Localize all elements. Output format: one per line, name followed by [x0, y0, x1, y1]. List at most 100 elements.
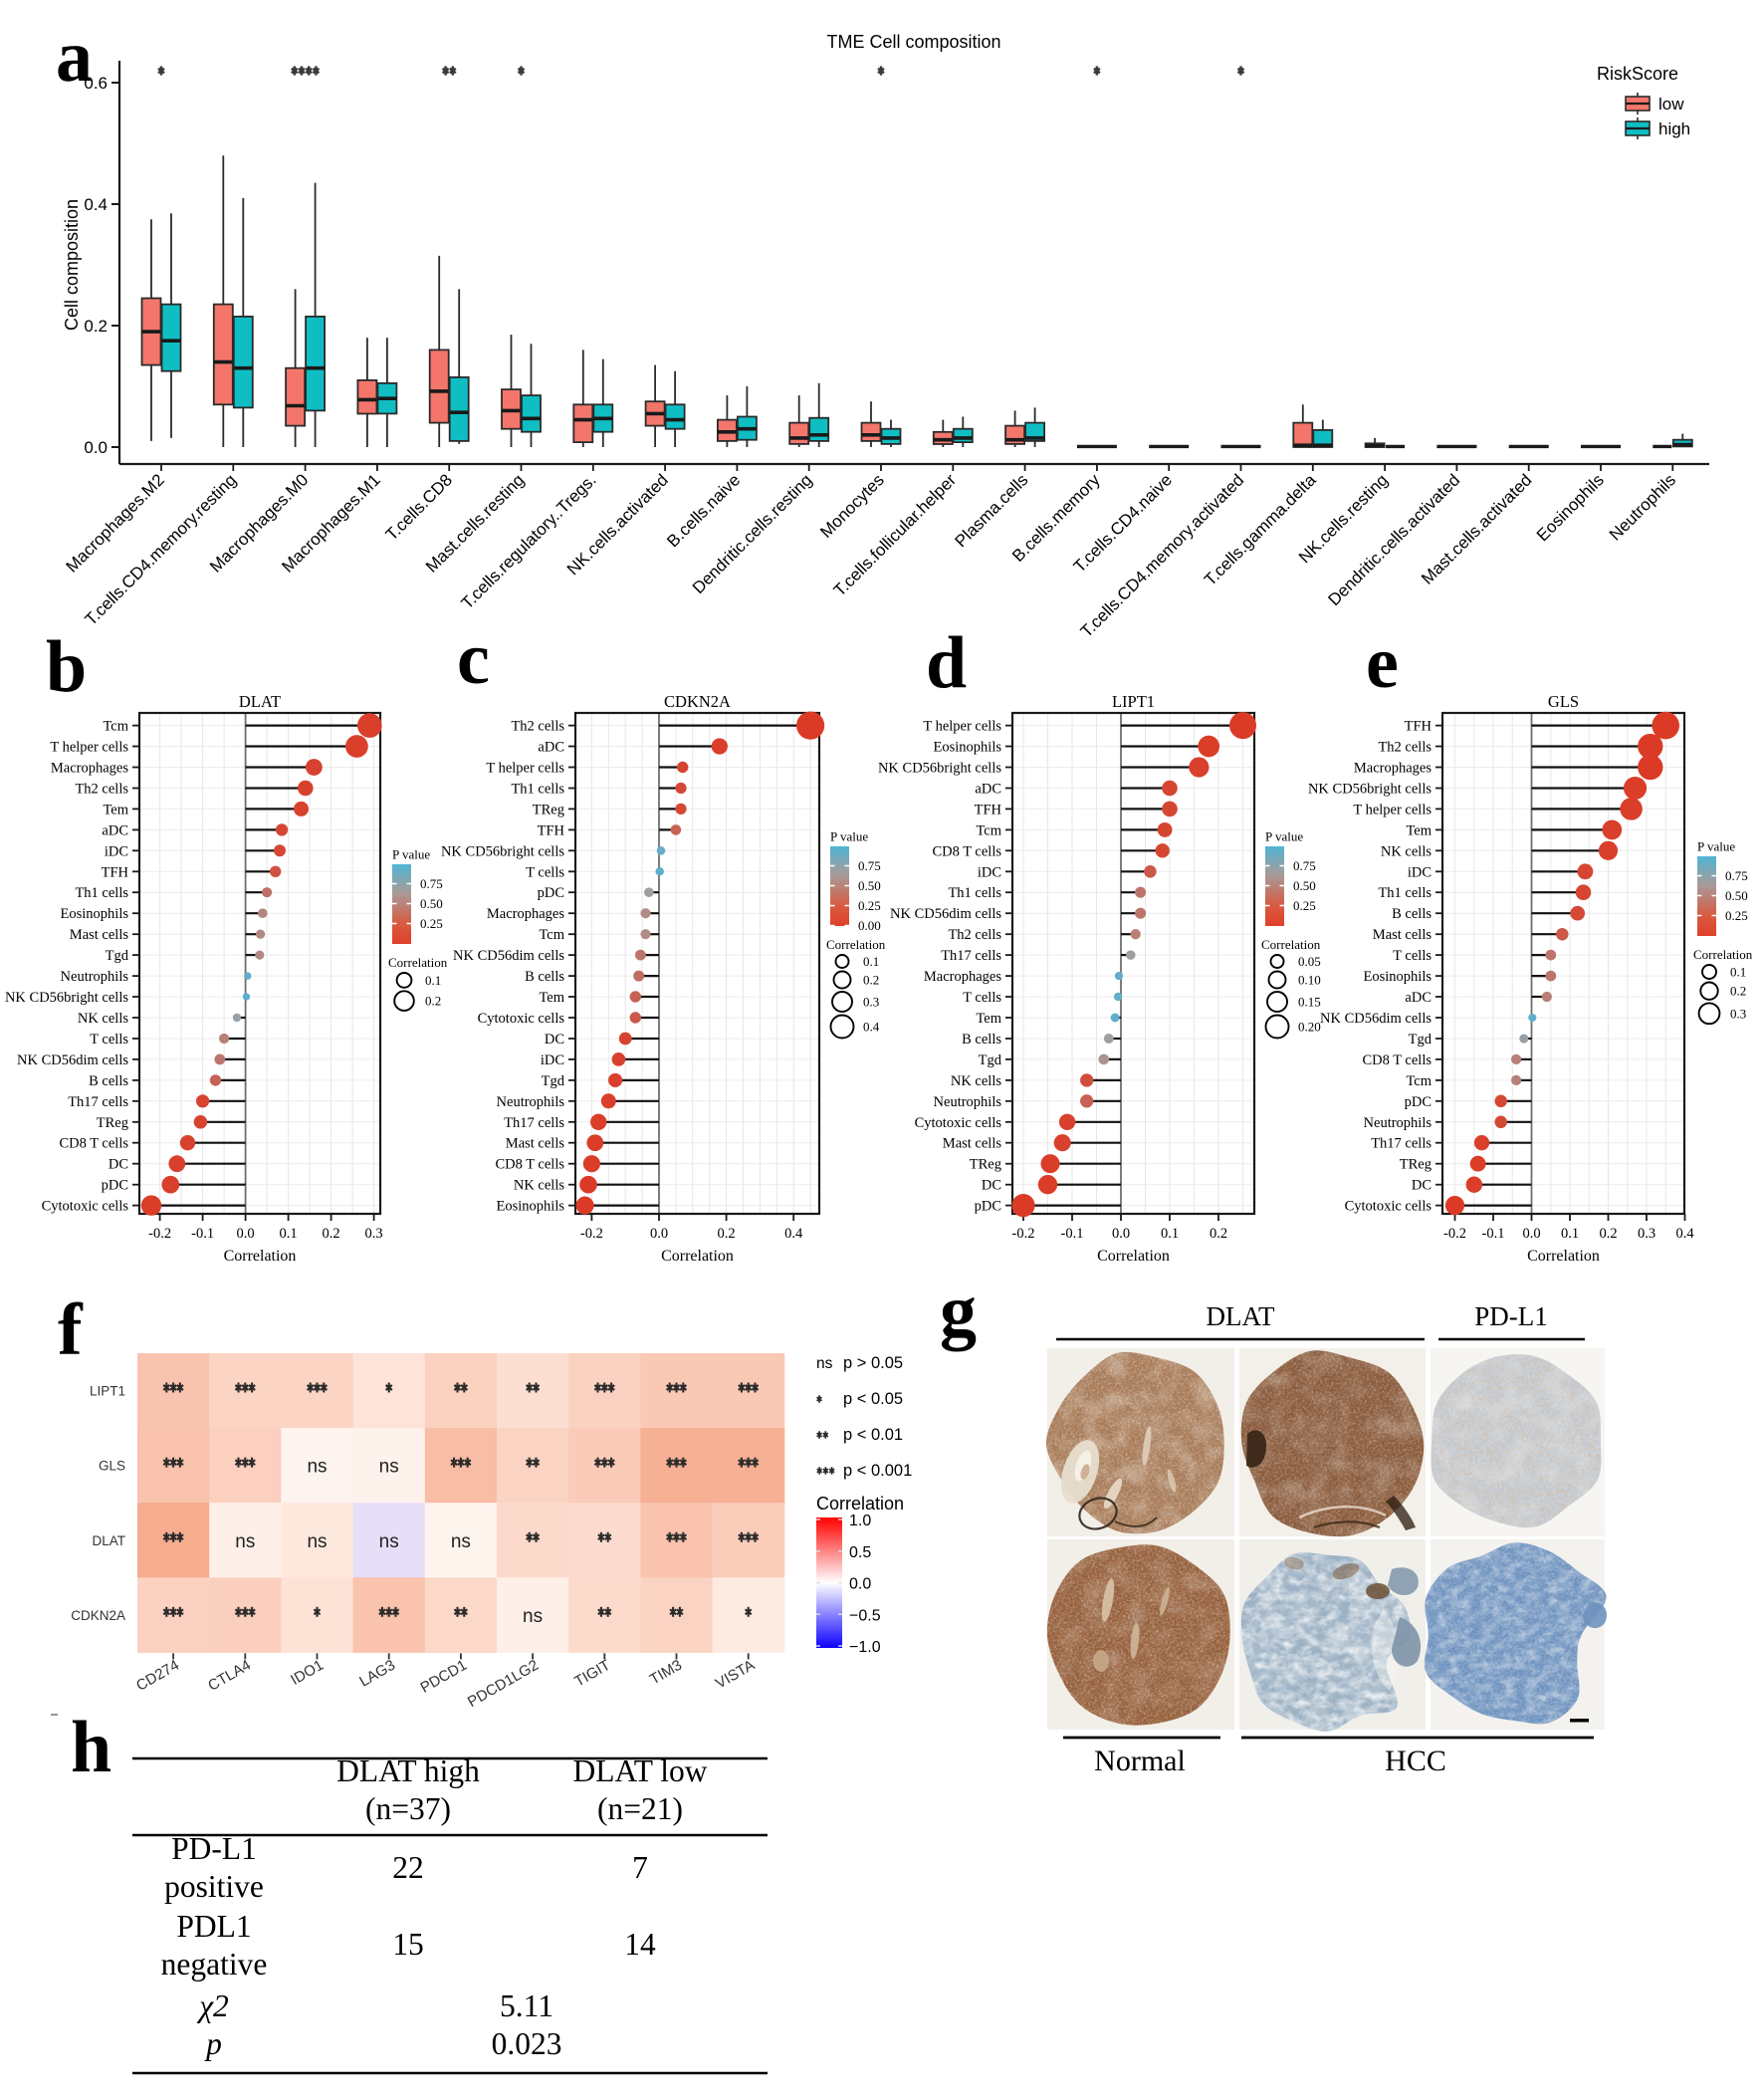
svg-text:0.4: 0.4	[84, 195, 108, 214]
svg-text:Th17 cells: Th17 cells	[1371, 1136, 1432, 1152]
svg-text:DLAT high: DLAT high	[336, 1753, 480, 1788]
svg-text:Neutrophils: Neutrophils	[61, 969, 129, 985]
svg-text:Correlation: Correlation	[661, 1248, 734, 1265]
svg-text:0.75: 0.75	[420, 876, 443, 891]
svg-text:iDC: iDC	[541, 1052, 564, 1068]
svg-text:Tcm: Tcm	[976, 822, 1001, 838]
svg-text:0.05: 0.05	[1298, 954, 1321, 969]
svg-text:0.3: 0.3	[365, 1226, 383, 1242]
svg-text:Mast cells: Mast cells	[70, 927, 129, 943]
svg-text:DLAT: DLAT	[239, 692, 281, 711]
svg-text:B cells: B cells	[1392, 906, 1432, 922]
svg-text:Cytotoxic cells: Cytotoxic cells	[915, 1115, 1002, 1131]
svg-text:aDC: aDC	[538, 740, 564, 756]
svg-text:a: a	[56, 16, 93, 98]
svg-text:GLS: GLS	[99, 1459, 125, 1474]
svg-text:0.2: 0.2	[425, 994, 441, 1009]
svg-text:RiskScore: RiskScore	[1597, 64, 1678, 84]
svg-text:Tem: Tem	[539, 990, 564, 1006]
svg-text:0.75: 0.75	[1293, 858, 1316, 873]
svg-text:g: g	[940, 1271, 977, 1352]
svg-text:ns: ns	[523, 1606, 543, 1627]
svg-text:pDC: pDC	[102, 1178, 128, 1194]
svg-text:0.00: 0.00	[858, 918, 881, 933]
svg-text:0.3: 0.3	[1638, 1226, 1655, 1242]
svg-text:Th17 cells: Th17 cells	[68, 1094, 128, 1110]
svg-text:CD8 T cells: CD8 T cells	[932, 843, 1001, 859]
svg-text:Th2 cells: Th2 cells	[1378, 740, 1432, 756]
svg-text:Correlation: Correlation	[1527, 1248, 1600, 1265]
svg-text:TReg: TReg	[533, 802, 564, 817]
svg-text:TFH: TFH	[538, 822, 565, 838]
svg-text:0.10: 0.10	[1298, 973, 1321, 988]
svg-text:-0.1: -0.1	[1482, 1226, 1505, 1242]
svg-text:h: h	[71, 1707, 111, 1788]
svg-text:Correlation: Correlation	[1261, 937, 1321, 952]
svg-text:P value: P value	[392, 847, 430, 862]
svg-text:-0.2: -0.2	[148, 1226, 171, 1242]
svg-text:0.6: 0.6	[84, 74, 108, 93]
svg-text:Mast cells: Mast cells	[1373, 927, 1433, 943]
svg-text:Tgd: Tgd	[542, 1073, 565, 1089]
svg-text:T helper cells: T helper cells	[50, 740, 128, 756]
svg-text:Neutrophils: Neutrophils	[1364, 1115, 1433, 1131]
svg-text:PDL1: PDL1	[176, 1909, 251, 1944]
svg-text:Th17 cells: Th17 cells	[504, 1115, 564, 1131]
svg-text:ns: ns	[451, 1531, 471, 1552]
svg-text:Correlation: Correlation	[224, 1248, 297, 1265]
svg-text:0.75: 0.75	[1725, 868, 1748, 883]
svg-text:positive: positive	[164, 1869, 264, 1904]
svg-text:pDC: pDC	[1405, 1094, 1432, 1110]
svg-text:15: 15	[392, 1927, 424, 1962]
svg-text:iDC: iDC	[978, 864, 1001, 880]
svg-text:iDC: iDC	[105, 843, 128, 859]
svg-text:14: 14	[624, 1927, 656, 1962]
svg-text:Th1 cells: Th1 cells	[948, 885, 1001, 901]
svg-text:b: b	[46, 626, 87, 708]
svg-text:P value: P value	[1697, 839, 1735, 854]
svg-text:NK CD56dim cells: NK CD56dim cells	[17, 1052, 128, 1068]
svg-text:Cell composition: Cell composition	[62, 199, 82, 331]
svg-text:aDC: aDC	[975, 781, 1001, 797]
svg-text:(n=21): (n=21)	[597, 1791, 683, 1826]
svg-text:Correlation: Correlation	[388, 955, 448, 970]
svg-text:0.1: 0.1	[1161, 1226, 1179, 1242]
svg-text:0.0: 0.0	[1522, 1226, 1540, 1242]
svg-text:-0.1: -0.1	[1061, 1226, 1084, 1242]
svg-text:T helper cells: T helper cells	[923, 719, 1001, 735]
svg-text:0.0: 0.0	[849, 1576, 871, 1593]
svg-text:ns: ns	[816, 1355, 833, 1372]
svg-text:0.25: 0.25	[858, 898, 881, 913]
svg-text:aDC: aDC	[102, 822, 128, 838]
svg-text:P value: P value	[1265, 829, 1303, 844]
svg-text:NK CD56dim cells: NK CD56dim cells	[453, 948, 564, 964]
svg-text:LIPT1: LIPT1	[1112, 692, 1155, 711]
svg-text:P value: P value	[830, 829, 868, 844]
svg-text:0.0: 0.0	[237, 1226, 255, 1242]
svg-text:0.2: 0.2	[1599, 1226, 1617, 1242]
svg-text:NK CD56dim cells: NK CD56dim cells	[890, 906, 1001, 922]
svg-text:B cells: B cells	[962, 1032, 1001, 1048]
svg-text:e: e	[1366, 622, 1399, 704]
svg-text:PD-L1: PD-L1	[1474, 1301, 1548, 1331]
svg-text:TFH: TFH	[1405, 719, 1433, 735]
svg-text:-0.2: -0.2	[580, 1226, 603, 1242]
svg-text:Th1 cells: Th1 cells	[511, 781, 564, 797]
svg-text:0.3: 0.3	[863, 995, 879, 1010]
svg-text:0.2: 0.2	[323, 1226, 340, 1242]
svg-text:B cells: B cells	[525, 969, 564, 985]
svg-text:0.25: 0.25	[420, 916, 443, 931]
svg-text:CDKN2A: CDKN2A	[664, 692, 731, 711]
svg-text:0.15: 0.15	[1298, 995, 1321, 1010]
svg-text:NK CD56bright cells: NK CD56bright cells	[1308, 781, 1432, 797]
svg-text:TFH: TFH	[102, 864, 129, 880]
svg-text:Tgd: Tgd	[106, 948, 129, 964]
svg-text:0.50: 0.50	[420, 896, 443, 911]
svg-text:1.0: 1.0	[849, 1513, 871, 1529]
svg-text:0.1: 0.1	[1561, 1226, 1579, 1242]
svg-text:0.50: 0.50	[1725, 888, 1748, 903]
svg-text:0.2: 0.2	[84, 317, 108, 336]
svg-text:0.023: 0.023	[492, 2026, 562, 2061]
svg-text:−1.0: −1.0	[849, 1639, 881, 1656]
svg-text:−0.5: −0.5	[849, 1607, 881, 1624]
